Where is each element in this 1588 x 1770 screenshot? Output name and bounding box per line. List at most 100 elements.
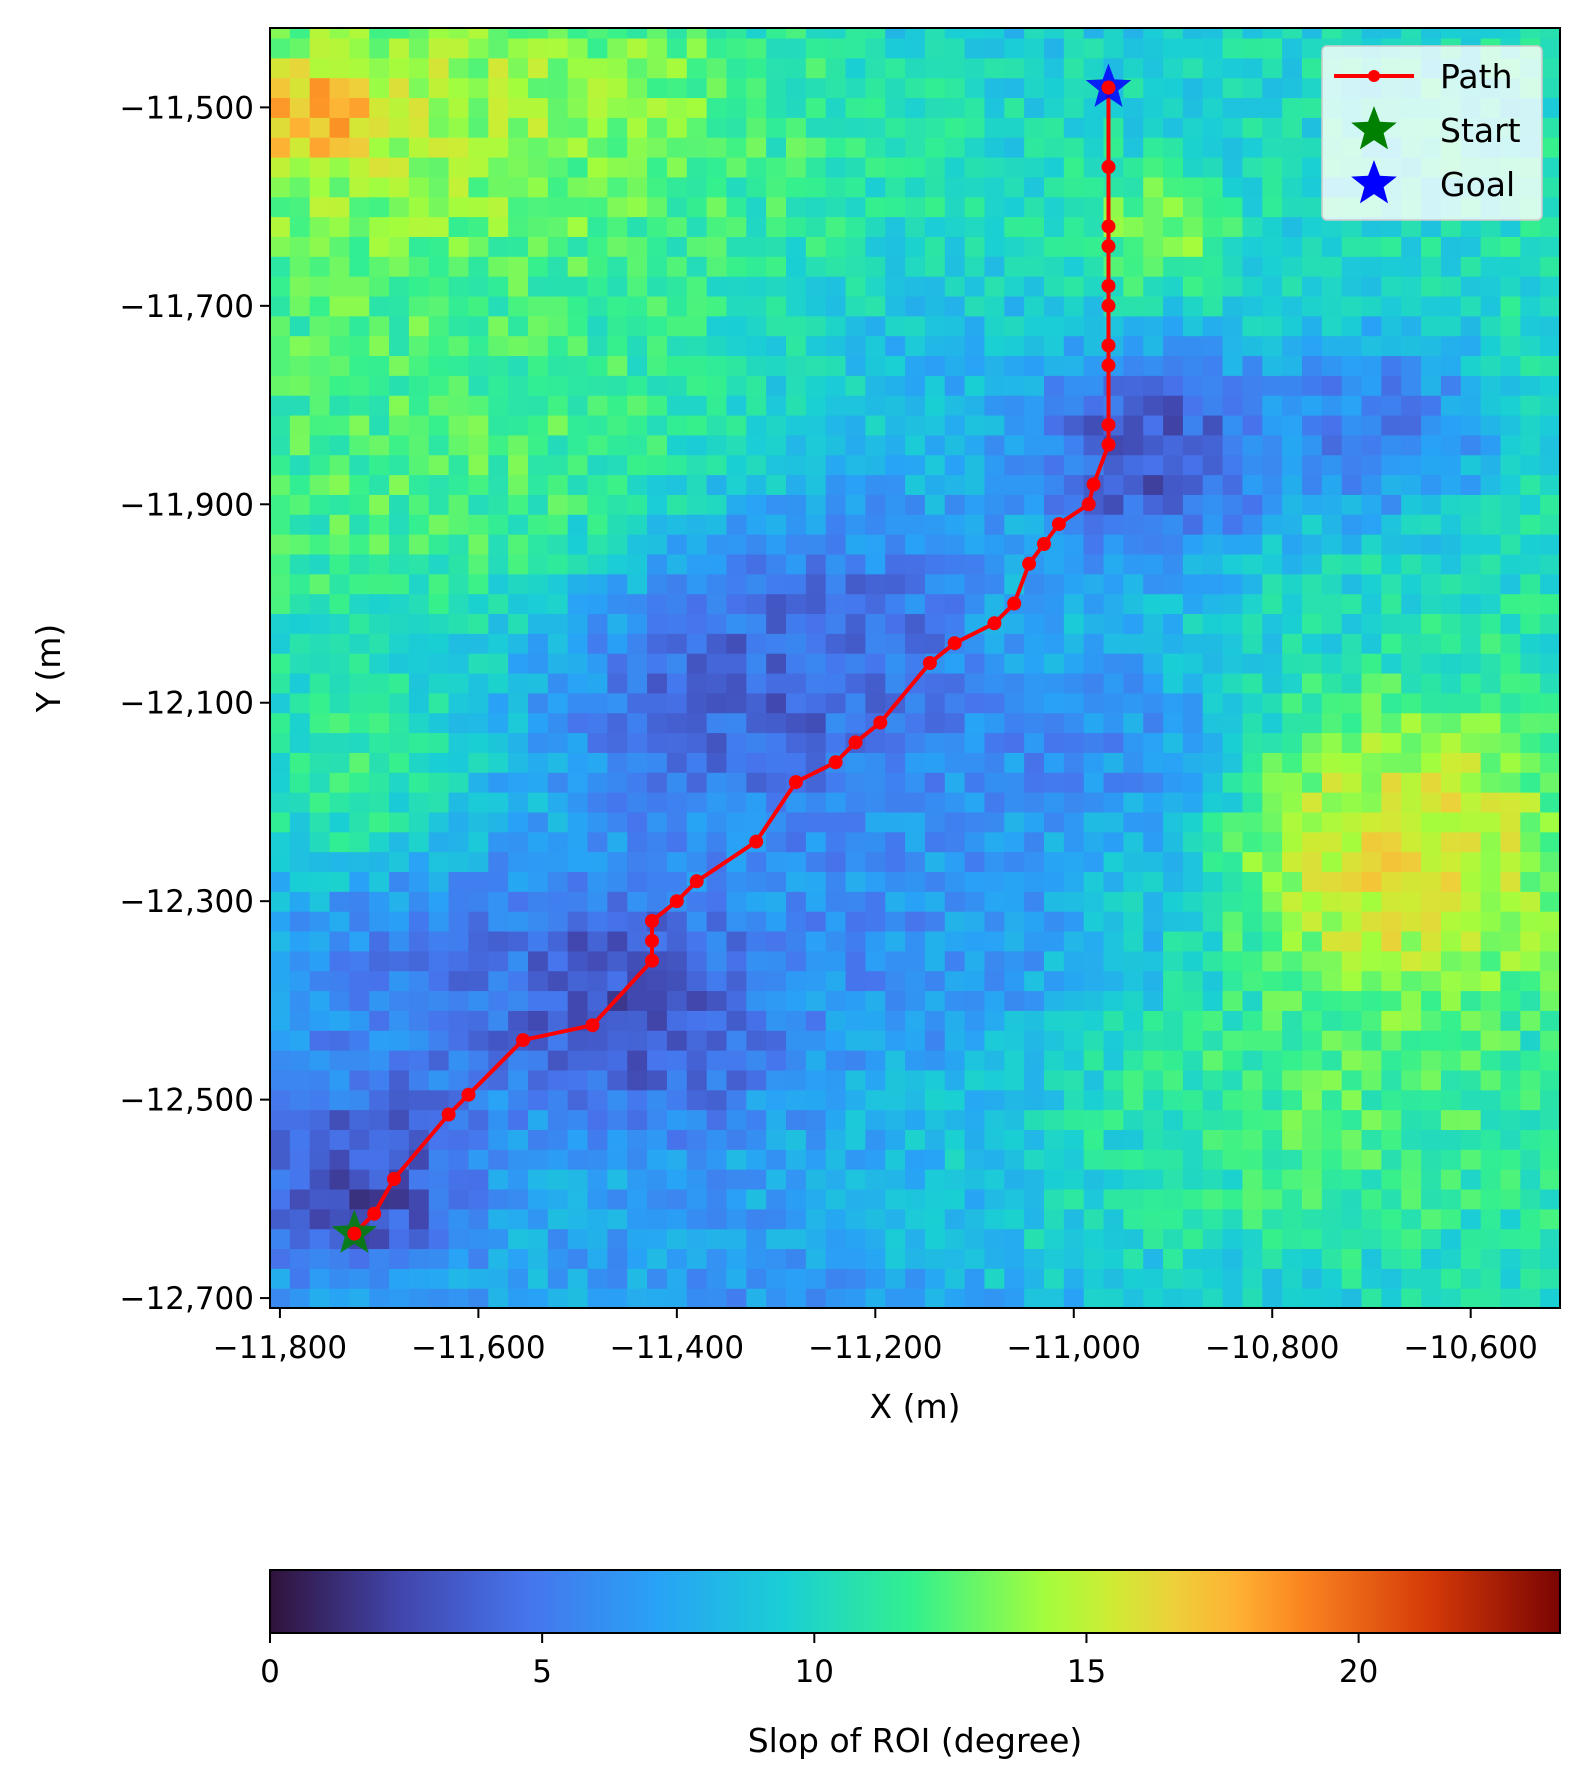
heatmap-cell	[905, 1229, 925, 1249]
heatmap-cell	[568, 911, 588, 931]
heatmap-cell	[667, 1129, 687, 1149]
heatmap-cell	[965, 1149, 985, 1169]
heatmap-cell	[667, 951, 687, 971]
heatmap-cell	[1461, 336, 1481, 356]
heatmap-cell	[1322, 871, 1342, 891]
heatmap-cell	[925, 990, 945, 1010]
heatmap-cell	[746, 1110, 766, 1130]
heatmap-cell	[984, 197, 1004, 217]
heatmap-cell	[1342, 852, 1362, 872]
heatmap-cell	[1441, 455, 1461, 475]
heatmap-cell	[1183, 475, 1203, 495]
heatmap-cell	[429, 455, 449, 475]
heatmap-cell	[1223, 752, 1243, 772]
heatmap-cell	[449, 296, 469, 316]
heatmap-cell	[389, 633, 409, 653]
heatmap-cell	[310, 58, 330, 78]
heatmap-cell	[905, 574, 925, 594]
heatmap-cell	[885, 256, 905, 276]
heatmap-cell	[905, 951, 925, 971]
heatmap-cell	[925, 415, 945, 435]
heatmap-cell	[1223, 97, 1243, 117]
heatmap-cell	[1500, 990, 1520, 1010]
heatmap-cell	[1362, 355, 1382, 375]
heatmap-cell	[846, 197, 866, 217]
x-tick-label: −11,000	[1007, 1330, 1141, 1366]
heatmap-cell	[488, 693, 508, 713]
y-tick-label: −11,500	[120, 90, 254, 126]
heatmap-cell	[389, 475, 409, 495]
heatmap-cell	[548, 713, 568, 733]
heatmap-cell	[1084, 137, 1104, 157]
heatmap-cell	[667, 653, 687, 673]
heatmap-cell	[548, 594, 568, 614]
heatmap-cell	[1104, 713, 1124, 733]
heatmap-cell	[1322, 1248, 1342, 1268]
heatmap-cell	[746, 1209, 766, 1229]
heatmap-cell	[1441, 693, 1461, 713]
heatmap-cell	[1540, 177, 1560, 197]
heatmap-cell	[865, 951, 885, 971]
heatmap-cell	[310, 554, 330, 574]
heatmap-cell	[687, 1288, 707, 1308]
heatmap-cell	[965, 752, 985, 772]
heatmap-cell	[528, 1129, 548, 1149]
heatmap-cell	[1203, 1050, 1223, 1070]
heatmap-cell	[865, 554, 885, 574]
heatmap-cell	[1044, 455, 1064, 475]
heatmap-cell	[627, 1288, 647, 1308]
heatmap-cell	[488, 355, 508, 375]
heatmap-cell	[488, 97, 508, 117]
heatmap-cell	[647, 1209, 667, 1229]
heatmap-cell	[786, 733, 806, 753]
heatmap-cell	[1143, 871, 1163, 891]
heatmap-cell	[1362, 256, 1382, 276]
heatmap-cell	[1004, 415, 1024, 435]
heatmap-cell	[627, 375, 647, 395]
heatmap-cell	[965, 1129, 985, 1149]
heatmap-cell	[1362, 911, 1382, 931]
heatmap-cell	[1203, 455, 1223, 475]
heatmap-cell	[885, 1149, 905, 1169]
heatmap-cell	[1223, 871, 1243, 891]
heatmap-cell	[389, 296, 409, 316]
heatmap-cell	[330, 197, 350, 217]
heatmap-cell	[726, 891, 746, 911]
heatmap-cell	[627, 990, 647, 1010]
heatmap-cell	[290, 871, 310, 891]
heatmap-cell	[1084, 931, 1104, 951]
heatmap-cell	[409, 336, 429, 356]
heatmap-cell	[528, 951, 548, 971]
heatmap-cell	[647, 97, 667, 117]
heatmap-cell	[1262, 236, 1282, 256]
heatmap-cell	[1401, 812, 1421, 832]
heatmap-cell	[826, 891, 846, 911]
heatmap-cell	[1203, 137, 1223, 157]
heatmap-cell	[1421, 951, 1441, 971]
heatmap-cell	[1282, 1149, 1302, 1169]
heatmap-cell	[468, 1010, 488, 1030]
heatmap-cell	[746, 475, 766, 495]
heatmap-cell	[1024, 97, 1044, 117]
heatmap-cell	[726, 1010, 746, 1030]
heatmap-cell	[508, 713, 528, 733]
heatmap-cell	[1143, 276, 1163, 296]
heatmap-cell	[846, 951, 866, 971]
heatmap-cell	[1500, 951, 1520, 971]
heatmap-cell	[707, 534, 727, 554]
heatmap-cell	[766, 633, 786, 653]
heatmap-cell	[290, 475, 310, 495]
heatmap-cell	[1282, 197, 1302, 217]
heatmap-cell	[1064, 971, 1084, 991]
heatmap-cell	[905, 236, 925, 256]
heatmap-cell	[1004, 812, 1024, 832]
heatmap-cell	[1064, 78, 1084, 98]
heatmap-cell	[647, 1070, 667, 1090]
heatmap-cell	[647, 1189, 667, 1209]
heatmap-cell	[865, 613, 885, 633]
heatmap-cell	[1461, 276, 1481, 296]
y-axis: −11,500−11,700−11,900−12,100−12,300−12,5…	[120, 90, 270, 1317]
heatmap-cell	[588, 58, 608, 78]
heatmap-cell	[1540, 38, 1560, 58]
heatmap-cell	[925, 772, 945, 792]
